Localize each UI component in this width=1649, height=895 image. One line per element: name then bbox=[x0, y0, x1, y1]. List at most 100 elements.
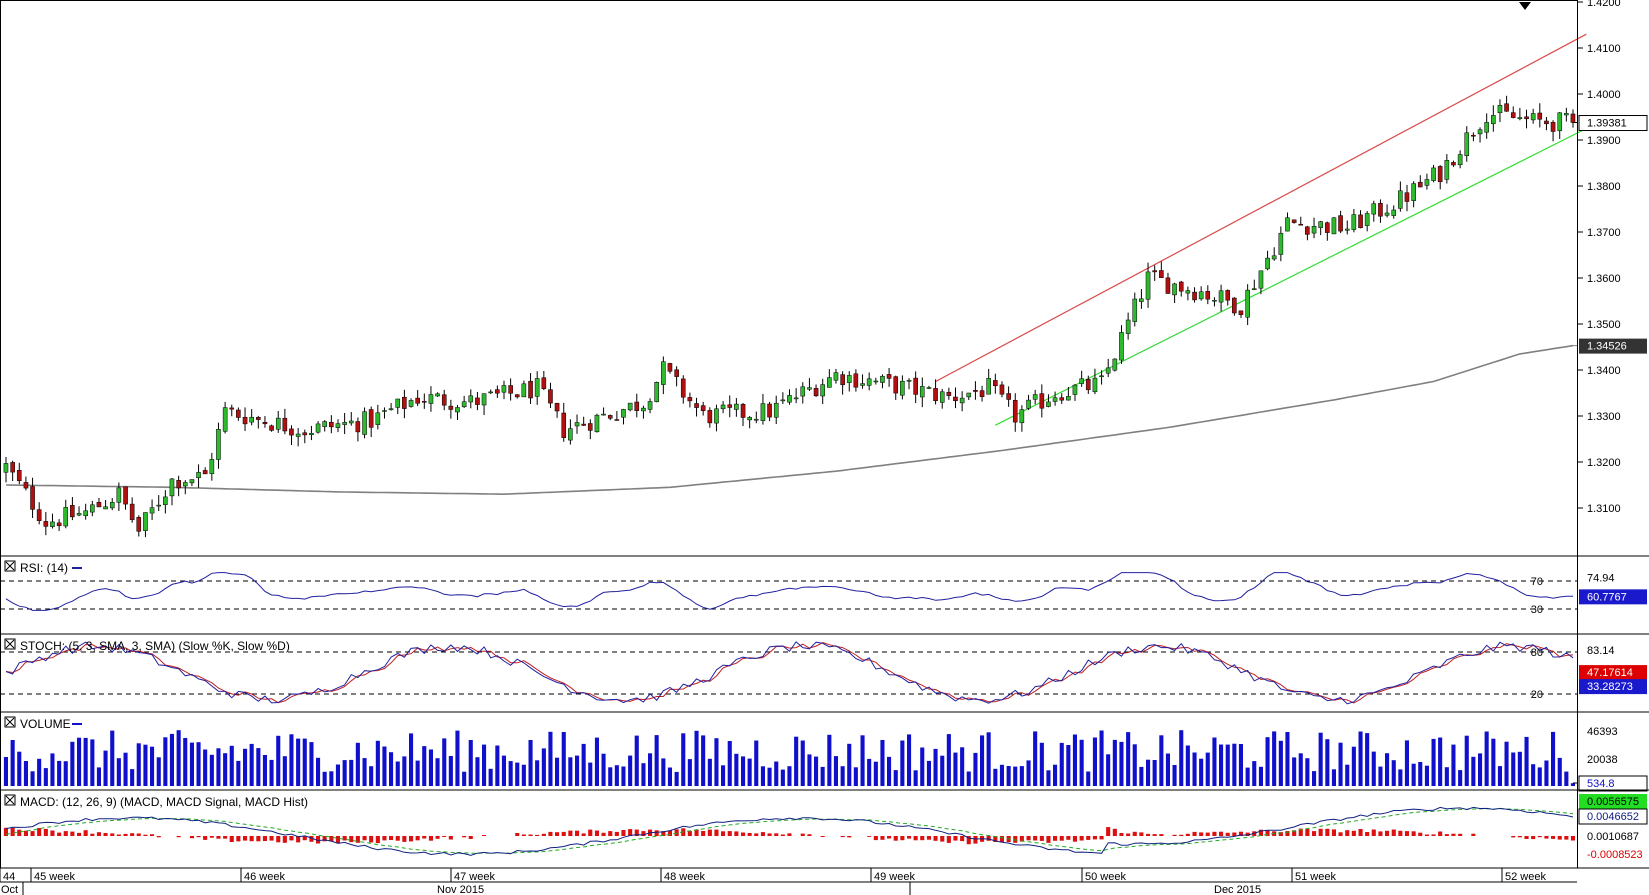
macd-hist-bar bbox=[1537, 836, 1542, 838]
macd-hist-bar bbox=[362, 836, 367, 841]
macd-hist-bar bbox=[767, 833, 772, 836]
volume-bar bbox=[681, 733, 686, 786]
candle bbox=[129, 497, 135, 523]
candle-body bbox=[694, 403, 699, 408]
candle-body bbox=[661, 361, 666, 385]
macd-hist-bar bbox=[415, 836, 420, 841]
candle bbox=[282, 408, 288, 435]
price-tick-label: 1.3900 bbox=[1587, 135, 1621, 147]
volume-bar bbox=[1458, 770, 1463, 786]
candle-body bbox=[329, 421, 334, 428]
candle-body bbox=[322, 421, 327, 427]
volume-bar bbox=[329, 771, 334, 786]
macd-hist-bar bbox=[17, 829, 22, 836]
candle-body bbox=[1026, 399, 1031, 409]
macd-hist-bar bbox=[1378, 831, 1383, 836]
rsi-axis-value: 74.94 bbox=[1587, 573, 1615, 585]
volume-bar bbox=[820, 766, 825, 786]
scroll-marker-icon[interactable] bbox=[1519, 2, 1531, 10]
macd-hist-bar bbox=[1146, 833, 1151, 836]
candle-body bbox=[1564, 113, 1569, 116]
volume-bar bbox=[369, 766, 374, 786]
candle-body bbox=[1066, 396, 1071, 401]
candle bbox=[1159, 261, 1164, 278]
macd-hist-bar bbox=[1524, 836, 1529, 839]
candle-body bbox=[289, 428, 294, 436]
candle-body bbox=[1510, 112, 1516, 118]
volume-current-badge bbox=[1578, 775, 1648, 792]
candle-body bbox=[1052, 397, 1058, 402]
volume-bar bbox=[316, 757, 321, 786]
candle-body bbox=[229, 407, 235, 410]
candle-body bbox=[382, 410, 387, 412]
volume-bar bbox=[409, 733, 414, 786]
candle bbox=[428, 386, 434, 412]
week-label: 52 week bbox=[1505, 871, 1546, 883]
macd-hist-bar bbox=[913, 836, 918, 841]
candle bbox=[495, 385, 500, 398]
candle-body bbox=[202, 470, 208, 475]
macd-hist-bar bbox=[1258, 829, 1263, 836]
candle bbox=[222, 401, 228, 434]
macd-hist-bar bbox=[1039, 836, 1044, 841]
volume-bar bbox=[501, 755, 506, 786]
candle bbox=[1484, 113, 1489, 139]
macd-hist-bar bbox=[1351, 830, 1356, 836]
candle-body bbox=[1477, 129, 1483, 135]
macd-hist-bar bbox=[667, 830, 672, 836]
candle bbox=[488, 389, 493, 395]
candle bbox=[900, 375, 905, 400]
volume-bar bbox=[907, 734, 912, 786]
candle-body bbox=[1391, 209, 1397, 216]
candle bbox=[1378, 199, 1383, 223]
stoch-d-badge bbox=[1579, 665, 1647, 681]
volume-bar bbox=[229, 745, 234, 786]
macd-hist-bar bbox=[608, 831, 613, 836]
macd-hist-bar bbox=[1444, 834, 1449, 836]
macd-hist-bar bbox=[628, 829, 633, 836]
candle bbox=[348, 412, 354, 426]
volume-bar bbox=[1511, 752, 1516, 786]
candle bbox=[594, 413, 600, 433]
candle bbox=[402, 389, 407, 419]
macd-hist-bar bbox=[966, 836, 971, 845]
macd-hist-bar bbox=[940, 836, 945, 842]
volume-bar bbox=[1046, 770, 1051, 786]
candle-body bbox=[123, 486, 128, 505]
candle bbox=[853, 369, 859, 392]
candle-body bbox=[1079, 378, 1084, 384]
candle-body bbox=[714, 408, 719, 424]
candle bbox=[800, 382, 806, 404]
candle-body bbox=[753, 418, 759, 421]
candle-body bbox=[966, 392, 972, 398]
macd-hist-bar bbox=[209, 836, 214, 838]
candle-body bbox=[129, 503, 135, 521]
volume-bar bbox=[495, 745, 500, 786]
macd-hist-bar bbox=[654, 830, 659, 836]
candle-body bbox=[574, 422, 580, 427]
candle-body bbox=[873, 380, 879, 383]
volume-bar bbox=[634, 735, 639, 786]
price-tick-label: 1.4000 bbox=[1587, 89, 1621, 101]
volume-bar bbox=[561, 732, 566, 786]
candle-body bbox=[348, 420, 354, 424]
ma-value-badge bbox=[1579, 338, 1647, 354]
volume-bar bbox=[1351, 746, 1356, 786]
candle-body bbox=[269, 425, 274, 431]
macd-hist-bar bbox=[1385, 830, 1390, 836]
week-label: 49 week bbox=[874, 871, 915, 883]
volume-bar bbox=[953, 752, 958, 786]
candle-body bbox=[900, 380, 905, 396]
candle bbox=[388, 403, 394, 411]
volume-bar bbox=[1464, 735, 1469, 786]
macd-hist-bar bbox=[329, 836, 334, 842]
macd-hist-bar bbox=[435, 836, 440, 839]
candle-body bbox=[441, 394, 447, 406]
candle-body bbox=[1318, 221, 1323, 228]
candle bbox=[1052, 391, 1058, 406]
candle bbox=[926, 385, 932, 390]
candle bbox=[1198, 286, 1204, 301]
macd-hist-bar bbox=[43, 828, 48, 836]
candle-body bbox=[508, 385, 513, 394]
candle-body bbox=[747, 417, 752, 421]
